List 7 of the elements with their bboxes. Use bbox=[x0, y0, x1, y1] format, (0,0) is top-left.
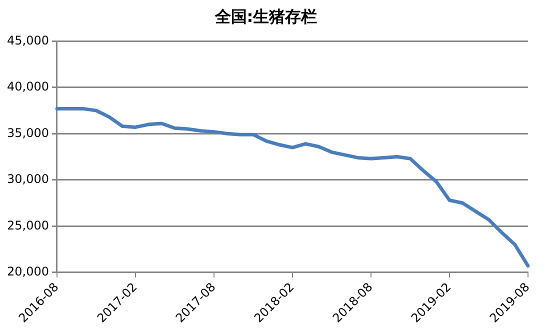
y-tick-label: 30,000 bbox=[6, 172, 49, 186]
y-tick-label: 25,000 bbox=[6, 218, 49, 232]
y-tick-label: 40,000 bbox=[6, 80, 49, 94]
y-tick-label: 35,000 bbox=[6, 126, 49, 140]
y-tick-label: 45,000 bbox=[6, 33, 49, 48]
y-tick-label: 20,000 bbox=[6, 264, 49, 278]
chart-title: 全国:生猪存栏 bbox=[214, 6, 318, 26]
